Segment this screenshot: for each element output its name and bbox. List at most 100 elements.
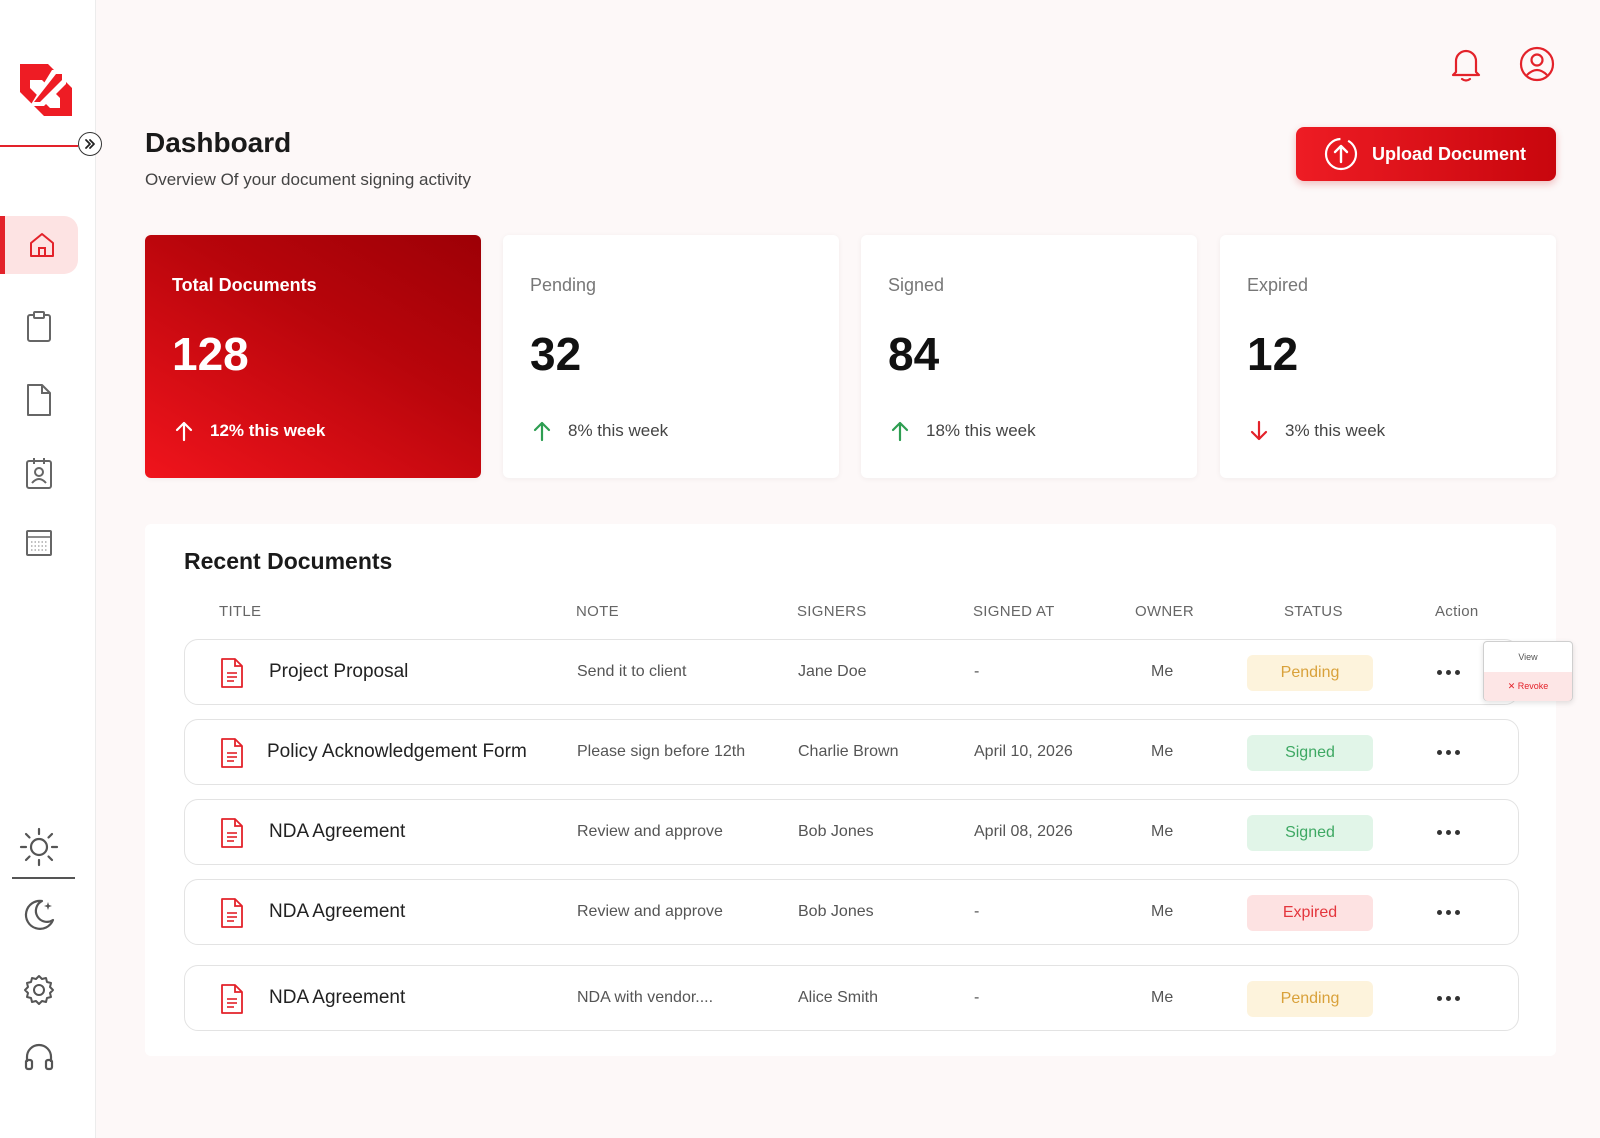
stat-value: 32 xyxy=(530,328,582,380)
document-title[interactable]: NDA Agreement xyxy=(269,987,406,1008)
more-dot xyxy=(1454,829,1460,835)
more-dot xyxy=(1445,829,1451,835)
home-icon xyxy=(29,233,54,257)
notifications-button[interactable] xyxy=(1447,44,1485,84)
stat-label: Pending xyxy=(530,275,597,295)
contact-badge-icon xyxy=(26,458,52,489)
document-title[interactable]: Project Proposal xyxy=(269,661,409,682)
chevrons-right-icon xyxy=(85,139,95,149)
stat-value: 128 xyxy=(172,328,249,380)
dark-theme-button[interactable] xyxy=(0,886,78,944)
document-title[interactable]: NDA Agreement xyxy=(269,821,406,842)
file-text-icon xyxy=(221,738,243,768)
sidebar-divider xyxy=(0,145,78,147)
bell-icon xyxy=(1451,49,1481,82)
grid-template-icon xyxy=(26,530,52,556)
column-header-signers: SIGNERS xyxy=(797,603,867,620)
stat-value: 84 xyxy=(888,328,940,380)
stat-trend: 3% this week xyxy=(1247,419,1385,443)
menu-item-revoke[interactable]: ✕ Revoke xyxy=(1484,672,1572,701)
document-owner: Me xyxy=(1151,743,1174,760)
stat-card-expired[interactable]: Expired 12 3% this week xyxy=(1220,235,1556,478)
user-avatar-icon xyxy=(1519,46,1555,82)
row-actions-button[interactable] xyxy=(1430,742,1466,762)
document-note: Review and approve xyxy=(577,823,723,840)
arrow-up-icon xyxy=(175,421,193,442)
sidebar xyxy=(0,0,102,1138)
document-title[interactable]: NDA Agreement xyxy=(269,901,406,922)
stat-label: Expired xyxy=(1247,275,1309,295)
more-dots-icon xyxy=(1436,749,1442,755)
stat-card-signed[interactable]: Signed 84 18% this week xyxy=(861,235,1197,478)
stat-trend: 12% this week xyxy=(172,419,325,443)
column-header-action: Action xyxy=(1435,603,1479,620)
column-header-owner: OWNER xyxy=(1135,603,1194,620)
table-row[interactable]: Policy Acknowledgement Form Please sign … xyxy=(184,719,1519,785)
table-row[interactable]: Project Proposal Send it to client Jane … xyxy=(184,639,1519,705)
menu-item-view[interactable]: View xyxy=(1518,652,1538,662)
document-title[interactable]: Policy Acknowledgement Form xyxy=(267,741,527,762)
more-dot xyxy=(1454,669,1460,675)
sidebar-item-home[interactable] xyxy=(0,216,78,274)
document-signers: Alice Smith xyxy=(798,989,879,1006)
row-actions-button[interactable] xyxy=(1430,988,1466,1008)
more-dot xyxy=(1454,909,1460,915)
theme-divider xyxy=(12,877,75,879)
document-signed-at: - xyxy=(974,663,980,680)
row-actions-button[interactable] xyxy=(1430,822,1466,842)
column-header-signed-at: SIGNED AT xyxy=(973,603,1055,620)
upload-document-button[interactable]: Upload Document xyxy=(1296,127,1556,181)
profile-button[interactable] xyxy=(1517,44,1557,84)
document-signers: Charlie Brown xyxy=(798,743,899,760)
file-text-icon xyxy=(221,658,243,688)
row-action-menu: View ✕ Revoke xyxy=(1483,641,1573,701)
collapse-sidebar-button[interactable] xyxy=(78,132,102,156)
table-row[interactable]: NDA Agreement Review and approve Bob Jon… xyxy=(184,879,1519,945)
document-signers: Bob Jones xyxy=(798,903,874,920)
arrow-up-icon xyxy=(891,421,909,442)
arrow-up-icon xyxy=(533,421,551,442)
light-theme-button[interactable] xyxy=(0,818,78,876)
document-note: NDA with vendor.... xyxy=(577,989,714,1006)
table-row[interactable]: NDA Agreement Review and approve Bob Jon… xyxy=(184,799,1519,865)
page-title: Dashboard xyxy=(145,127,292,158)
stat-trend: 8% this week xyxy=(530,419,668,443)
sidebar-item-documents[interactable] xyxy=(0,371,78,429)
headset-icon xyxy=(24,1043,54,1071)
more-dots-icon xyxy=(1436,995,1442,1001)
column-header-note: NOTE xyxy=(576,603,619,620)
file-text-icon xyxy=(221,898,243,928)
status-badge: Signed xyxy=(1247,815,1373,851)
row-actions-button[interactable] xyxy=(1430,902,1466,922)
document-signers: Jane Doe xyxy=(798,663,867,680)
stat-card-pending[interactable]: Pending 32 8% this week xyxy=(503,235,839,478)
clipboard-icon xyxy=(27,311,51,342)
more-dots-icon xyxy=(1436,829,1442,835)
stat-label: Total Documents xyxy=(172,275,317,295)
moon-icon xyxy=(24,899,55,930)
row-actions-button[interactable] xyxy=(1430,662,1466,682)
sidebar-item-templates[interactable] xyxy=(0,514,78,572)
gear-icon xyxy=(24,975,54,1005)
sun-icon xyxy=(19,827,59,867)
brand-logo-icon[interactable] xyxy=(16,60,76,120)
document-owner: Me xyxy=(1151,903,1174,920)
table-row[interactable]: NDA Agreement NDA with vendor.... Alice … xyxy=(184,965,1519,1031)
stat-trend-text: 12% this week xyxy=(210,421,326,440)
recent-documents-panel: Recent Documents TITLE NOTE SIGNERS SIGN… xyxy=(145,524,1556,1056)
status-badge: Expired xyxy=(1247,895,1373,931)
arrow-down-icon xyxy=(1250,420,1268,441)
stat-value: 12 xyxy=(1247,328,1299,380)
sidebar-item-clipboard[interactable] xyxy=(0,298,78,356)
stat-trend-text: 8% this week xyxy=(568,421,669,440)
more-dots-icon xyxy=(1436,909,1442,915)
settings-button[interactable] xyxy=(0,961,78,1019)
document-owner: Me xyxy=(1151,989,1174,1006)
status-badge: Signed xyxy=(1247,735,1373,771)
stat-card-total[interactable]: Total Documents 128 12% this week xyxy=(145,235,481,478)
upload-icon xyxy=(1324,137,1358,171)
sidebar-item-contacts[interactable] xyxy=(0,444,78,502)
support-button[interactable] xyxy=(0,1028,78,1086)
document-note: Send it to client xyxy=(577,663,687,680)
more-dots-icon xyxy=(1436,669,1442,675)
